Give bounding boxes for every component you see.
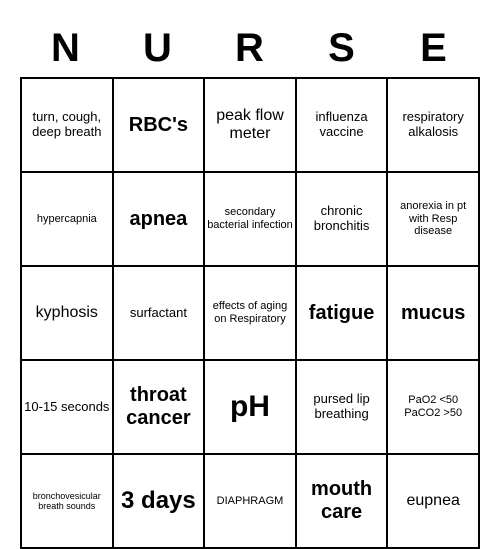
bingo-cell[interactable]: peak flow meter bbox=[204, 78, 296, 172]
bingo-cell[interactable]: anorexia in pt with Resp disease bbox=[387, 172, 479, 266]
bingo-cell[interactable]: 3 days bbox=[113, 454, 205, 548]
bingo-cell[interactable]: chronic bronchitis bbox=[296, 172, 388, 266]
bingo-cell[interactable]: 10-15 seconds bbox=[21, 360, 113, 454]
bingo-grid: turn, cough, deep breathRBC'speak flow m… bbox=[20, 77, 480, 549]
bingo-cell[interactable]: secondary bacterial infection bbox=[204, 172, 296, 266]
bingo-card: N U R S E turn, cough, deep breathRBC'sp… bbox=[20, 26, 480, 549]
bingo-row: hypercapniaapneasecondary bacterial infe… bbox=[21, 172, 479, 266]
bingo-cell[interactable]: pH bbox=[204, 360, 296, 454]
bingo-cell[interactable]: RBC's bbox=[113, 78, 205, 172]
bingo-cell[interactable]: fatigue bbox=[296, 266, 388, 360]
header-letter-1: U bbox=[112, 26, 204, 77]
bingo-cell[interactable]: turn, cough, deep breath bbox=[21, 78, 113, 172]
bingo-cell[interactable]: surfactant bbox=[113, 266, 205, 360]
bingo-header-row: N U R S E bbox=[20, 26, 480, 77]
bingo-cell[interactable]: pursed lip breathing bbox=[296, 360, 388, 454]
bingo-row: turn, cough, deep breathRBC'speak flow m… bbox=[21, 78, 479, 172]
bingo-cell[interactable]: respiratory alkalosis bbox=[387, 78, 479, 172]
bingo-cell[interactable]: hypercapnia bbox=[21, 172, 113, 266]
bingo-cell[interactable]: throat cancer bbox=[113, 360, 205, 454]
bingo-cell[interactable]: mucus bbox=[387, 266, 479, 360]
header-letter-3: S bbox=[296, 26, 388, 77]
bingo-cell[interactable]: effects of aging on Respiratory bbox=[204, 266, 296, 360]
header-letter-2: R bbox=[204, 26, 296, 77]
bingo-cell[interactable]: eupnea bbox=[387, 454, 479, 548]
bingo-row: 10-15 secondsthroat cancerpHpursed lip b… bbox=[21, 360, 479, 454]
bingo-cell[interactable]: kyphosis bbox=[21, 266, 113, 360]
bingo-cell[interactable]: bronchovesicular breath sounds bbox=[21, 454, 113, 548]
bingo-cell[interactable]: DIAPHRAGM bbox=[204, 454, 296, 548]
bingo-cell[interactable]: PaO2 <50 PaCO2 >50 bbox=[387, 360, 479, 454]
bingo-row: bronchovesicular breath sounds3 daysDIAP… bbox=[21, 454, 479, 548]
bingo-cell[interactable]: apnea bbox=[113, 172, 205, 266]
bingo-cell[interactable]: mouth care bbox=[296, 454, 388, 548]
header-letter-4: E bbox=[388, 26, 480, 77]
header-letter-0: N bbox=[20, 26, 112, 77]
bingo-cell[interactable]: influenza vaccine bbox=[296, 78, 388, 172]
bingo-row: kyphosissurfactanteffects of aging on Re… bbox=[21, 266, 479, 360]
